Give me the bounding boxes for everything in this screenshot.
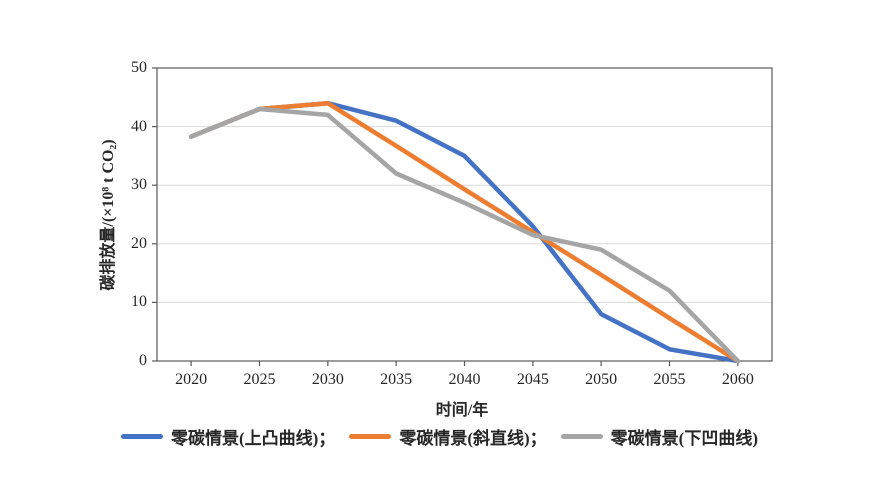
- x-axis-title: 时间/年: [435, 402, 489, 419]
- legend-label-convex: 零碳情景(上凸曲线)；: [171, 428, 336, 448]
- y-tick-label-40: 40: [131, 117, 147, 135]
- x-tick-label-2045: 2045: [516, 371, 549, 388]
- y-tick-label-20: 20: [131, 234, 147, 252]
- series-line-concave: [188, 106, 741, 364]
- x-tick-label-2025: 2025: [243, 371, 276, 388]
- y-tick-label-30: 30: [131, 176, 147, 194]
- legend-swatch-concave: [560, 433, 603, 439]
- legend-item-concave: 零碳情景(下凹曲线): [560, 424, 758, 449]
- x-tick-label-2050: 2050: [585, 371, 618, 388]
- legend-label-concave: 零碳情景(下凹曲线): [610, 428, 758, 448]
- y-tick-label-0: 0: [139, 352, 147, 369]
- legend-swatch-convex: [121, 433, 163, 439]
- y-tick-label-10: 10: [131, 293, 147, 311]
- series-line-straight: [188, 100, 741, 364]
- x-tick-label-2030: 2030: [311, 371, 344, 388]
- legend-swatch-straight: [349, 433, 392, 439]
- x-tick-label-2055: 2055: [653, 371, 686, 388]
- legend: 零碳情景(上凸曲线)； 零碳情景(斜直线)； 零碳情景(下凹曲线): [0, 423, 879, 449]
- legend-item-straight: 零碳情景(斜直线)；: [349, 424, 547, 449]
- series-line-convex: [188, 100, 741, 364]
- legend-item-convex: 零碳情景(上凸曲线)；: [121, 424, 335, 449]
- x-tick-label-2020: 2020: [175, 371, 208, 388]
- x-tick-label-2040: 2040: [448, 371, 481, 388]
- x-tick-label-2035: 2035: [380, 371, 413, 388]
- x-tick-label-2060: 2060: [721, 371, 754, 388]
- y-axis-title: 碳排放量/(×10⁸ t CO₂): [100, 139, 117, 291]
- y-tick-label-50: 50: [131, 59, 147, 76]
- legend-label-straight: 零碳情景(斜直线)；: [399, 428, 547, 448]
